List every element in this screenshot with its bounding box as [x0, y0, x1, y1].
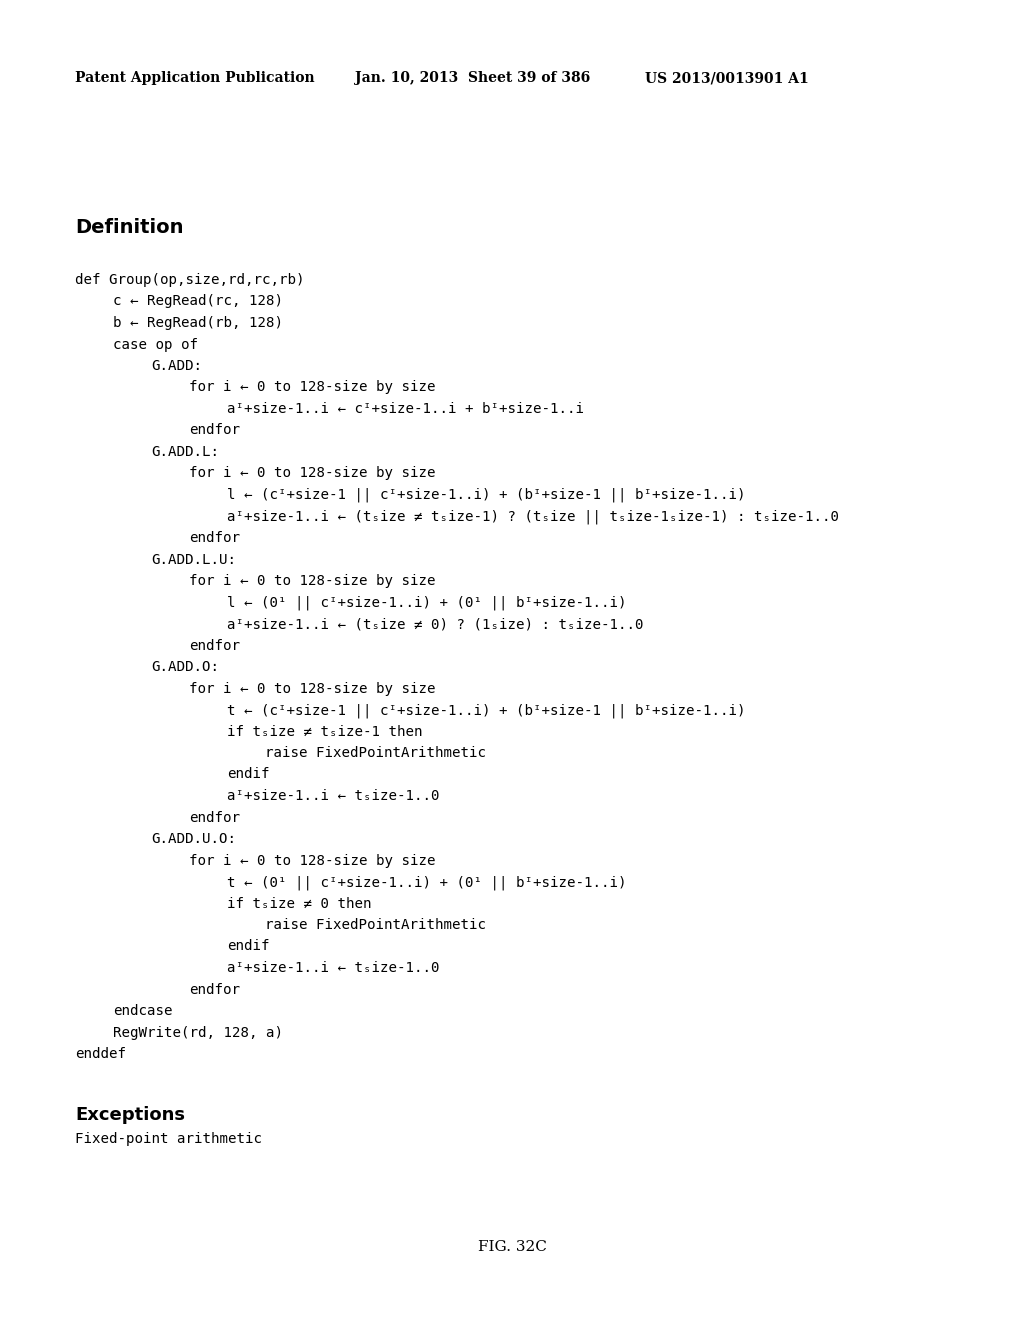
Text: for i ← 0 to 128-size by size: for i ← 0 to 128-size by size: [189, 380, 435, 395]
Text: if tₛize ≠ tₛize-1 then: if tₛize ≠ tₛize-1 then: [227, 725, 423, 738]
Text: enddef: enddef: [75, 1047, 126, 1061]
Text: aᴵ+size-1..i ← (tₛize ≠ 0) ? (1ₛize) : tₛize-1..0: aᴵ+size-1..i ← (tₛize ≠ 0) ? (1ₛize) : t…: [227, 616, 643, 631]
Text: Fixed-point arithmetic: Fixed-point arithmetic: [75, 1133, 262, 1147]
Text: raise FixedPointArithmetic: raise FixedPointArithmetic: [265, 746, 486, 760]
Text: def Group(op,size,rd,rc,rb): def Group(op,size,rd,rc,rb): [75, 273, 304, 286]
Text: endfor: endfor: [189, 531, 240, 545]
Text: endif: endif: [227, 940, 269, 953]
Text: US 2013/0013901 A1: US 2013/0013901 A1: [645, 71, 809, 84]
Text: FIG. 32C: FIG. 32C: [477, 1239, 547, 1254]
Text: c ← RegRead(rc, 128): c ← RegRead(rc, 128): [113, 294, 283, 309]
Text: b ← RegRead(rb, 128): b ← RegRead(rb, 128): [113, 315, 283, 330]
Text: RegWrite(rd, 128, a): RegWrite(rd, 128, a): [113, 1026, 283, 1040]
Text: endfor: endfor: [189, 810, 240, 825]
Text: for i ← 0 to 128-size by size: for i ← 0 to 128-size by size: [189, 854, 435, 867]
Text: t ← (0¹ || cᴵ+size-1..i) + (0¹ || bᴵ+size-1..i): t ← (0¹ || cᴵ+size-1..i) + (0¹ || bᴵ+siz…: [227, 875, 627, 890]
Text: for i ← 0 to 128-size by size: for i ← 0 to 128-size by size: [189, 574, 435, 587]
Text: endcase: endcase: [113, 1005, 172, 1018]
Text: Exceptions: Exceptions: [75, 1106, 185, 1125]
Text: endfor: endfor: [189, 982, 240, 997]
Text: aᴵ+size-1..i ← (tₛize ≠ tₛize-1) ? (tₛize || tₛize-1ₛize-1) : tₛize-1..0: aᴵ+size-1..i ← (tₛize ≠ tₛize-1) ? (tₛiz…: [227, 510, 839, 524]
Text: Definition: Definition: [75, 218, 183, 238]
Text: aᴵ+size-1..i ← tₛize-1..0: aᴵ+size-1..i ← tₛize-1..0: [227, 789, 439, 803]
Text: if tₛize ≠ 0 then: if tₛize ≠ 0 then: [227, 896, 372, 911]
Text: raise FixedPointArithmetic: raise FixedPointArithmetic: [265, 917, 486, 932]
Text: G.ADD:: G.ADD:: [151, 359, 202, 374]
Text: Jan. 10, 2013  Sheet 39 of 386: Jan. 10, 2013 Sheet 39 of 386: [355, 71, 590, 84]
Text: aᴵ+size-1..i ← cᴵ+size-1..i + bᴵ+size-1..i: aᴵ+size-1..i ← cᴵ+size-1..i + bᴵ+size-1.…: [227, 403, 584, 416]
Text: endif: endif: [227, 767, 269, 781]
Text: aᴵ+size-1..i ← tₛize-1..0: aᴵ+size-1..i ← tₛize-1..0: [227, 961, 439, 975]
Text: t ← (cᴵ+size-1 || cᴵ+size-1..i) + (bᴵ+size-1 || bᴵ+size-1..i): t ← (cᴵ+size-1 || cᴵ+size-1..i) + (bᴵ+si…: [227, 704, 745, 718]
Text: G.ADD.O:: G.ADD.O:: [151, 660, 219, 675]
Text: G.ADD.U.O:: G.ADD.U.O:: [151, 832, 236, 846]
Text: for i ← 0 to 128-size by size: for i ← 0 to 128-size by size: [189, 681, 435, 696]
Text: G.ADD.L.U:: G.ADD.L.U:: [151, 553, 236, 566]
Text: l ← (cᴵ+size-1 || cᴵ+size-1..i) + (bᴵ+size-1 || bᴵ+size-1..i): l ← (cᴵ+size-1 || cᴵ+size-1..i) + (bᴵ+si…: [227, 488, 745, 503]
Text: G.ADD.L:: G.ADD.L:: [151, 445, 219, 459]
Text: Patent Application Publication: Patent Application Publication: [75, 71, 314, 84]
Text: endfor: endfor: [189, 639, 240, 652]
Text: endfor: endfor: [189, 424, 240, 437]
Text: case op of: case op of: [113, 338, 198, 351]
Text: for i ← 0 to 128-size by size: for i ← 0 to 128-size by size: [189, 466, 435, 480]
Text: l ← (0¹ || cᴵ+size-1..i) + (0¹ || bᴵ+size-1..i): l ← (0¹ || cᴵ+size-1..i) + (0¹ || bᴵ+siz…: [227, 595, 627, 610]
